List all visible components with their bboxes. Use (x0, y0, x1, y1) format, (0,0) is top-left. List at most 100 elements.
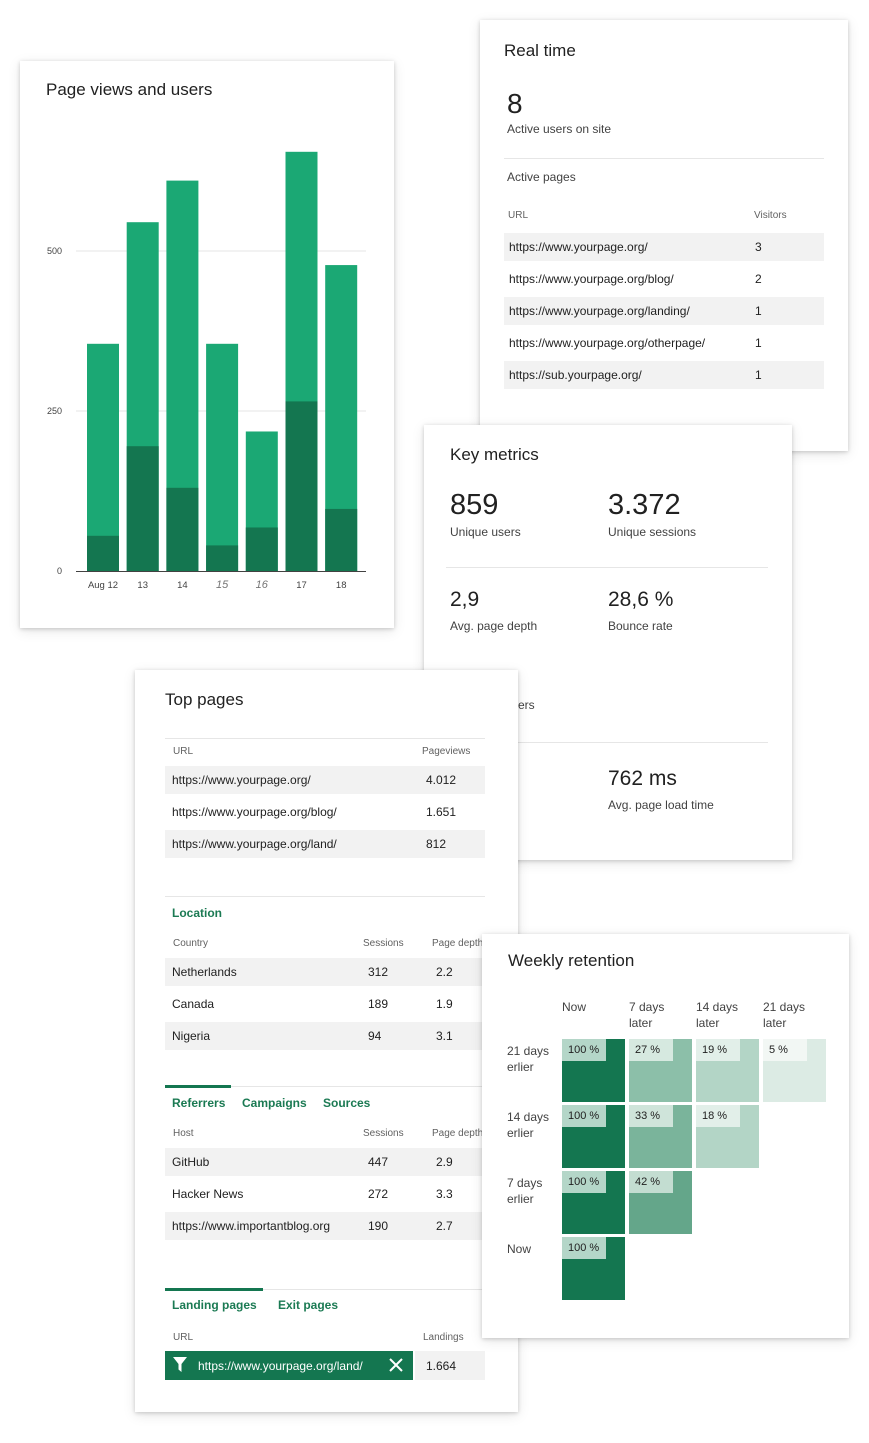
divider (504, 158, 824, 159)
row-country: Canada (172, 997, 215, 1011)
column-header: 21 days later (763, 1000, 806, 1030)
filter-icon (173, 1357, 187, 1378)
bar-users (126, 446, 159, 571)
realtime-card: Real time 8 Active users on site Active … (480, 20, 848, 451)
table-row[interactable]: GitHub 447 2.9 (165, 1148, 485, 1176)
retention-value: 27 % (629, 1039, 673, 1061)
row-depth: 1.9 (436, 997, 453, 1011)
row-url: https://www.yourpage.org/land/ (172, 837, 337, 851)
page-depth-value: 2,9 (450, 588, 480, 611)
table-row[interactable]: https://www.yourpage.org/blog/ 2 (504, 265, 824, 293)
col-pageviews-header: Pageviews (422, 746, 471, 757)
bar-pageviews (206, 343, 239, 571)
close-icon[interactable] (389, 1358, 403, 1377)
table-row[interactable]: https://www.yourpage.org/ 3 (504, 233, 824, 261)
col-sessions-header: Sessions (363, 1128, 404, 1139)
filter-url: https://www.yourpage.org/land/ (198, 1359, 363, 1373)
table-row[interactable]: Nigeria 94 3.1 (165, 1022, 485, 1050)
partial-label: ers (518, 698, 535, 712)
retention-cell[interactable]: 42 % (629, 1171, 692, 1234)
row-url: https://www.yourpage.org/blog/ (509, 272, 674, 286)
row-views: 4.012 (426, 773, 457, 787)
row-sessions: 190 (368, 1219, 389, 1233)
tab-location[interactable]: Location (172, 906, 222, 920)
active-users-label: Active users on site (507, 122, 612, 136)
tab-campaigns[interactable]: Campaigns (242, 1096, 307, 1110)
unique-sessions-label: Unique sessions (608, 525, 697, 539)
table-row[interactable]: https://www.yourpage.org/otherpage/ 1 (504, 329, 824, 357)
bar-pageviews (87, 343, 119, 571)
retention-value: 100 % (562, 1105, 606, 1127)
retention-value: 18 % (696, 1105, 740, 1127)
row-url: https://www.yourpage.org/ (172, 773, 311, 787)
col-visitors-header: Visitors (754, 210, 787, 221)
row-url: https://www.yourpage.org/landing/ (509, 304, 690, 318)
row-url: https://www.yourpage.org/blog/ (172, 805, 337, 819)
col-sessions-header: Sessions (363, 938, 404, 949)
toppages-title: Top pages (165, 690, 244, 709)
column-header: 14 days later (696, 1000, 739, 1030)
table-row[interactable]: Netherlands 312 2.2 (165, 958, 485, 986)
bar-users (245, 527, 278, 571)
row-views: 812 (426, 837, 447, 851)
tab-exit-pages[interactable]: Exit pages (278, 1298, 339, 1312)
active-filter-row[interactable]: https://www.yourpage.org/land/ (165, 1351, 413, 1380)
y-tick-label: 500 (47, 246, 62, 256)
row-sessions: 272 (368, 1187, 389, 1201)
table-row[interactable]: https://sub.yourpage.org/ 1 (504, 361, 824, 389)
row-country: Nigeria (172, 1029, 211, 1043)
table-row[interactable]: https://www.yourpage.org/blog/ 1.651 (165, 798, 485, 826)
retention-cell[interactable]: 100 % (562, 1237, 625, 1300)
keymetrics-title: Key metrics (450, 445, 539, 464)
retention-value: 100 % (562, 1171, 606, 1193)
table-row[interactable]: https://www.yourpage.org/landing/ 1 (504, 297, 824, 325)
toppages-card: Top pages URL Pageviews https://www.your… (135, 670, 518, 1412)
row-url: https://sub.yourpage.org/ (509, 368, 642, 382)
divider (165, 1289, 485, 1290)
row-country: Netherlands (172, 965, 237, 979)
tab-sources[interactable]: Sources (323, 1096, 371, 1110)
retention-value: 19 % (696, 1039, 740, 1061)
bounce-rate-value: 28,6 % (608, 588, 674, 611)
retention-cell[interactable]: 27 % (629, 1039, 692, 1102)
retention-cell[interactable]: 100 % (562, 1171, 625, 1234)
x-tick-label: 16 (256, 579, 269, 591)
col-depth-header: Page depth (432, 938, 484, 949)
retention-cell[interactable]: 33 % (629, 1105, 692, 1168)
table-row[interactable]: https://www.yourpage.org/ 4.012 (165, 766, 485, 794)
row-header: 7 days erlier (507, 1176, 543, 1206)
row-sessions: 189 (368, 997, 389, 1011)
row-depth: 2.9 (436, 1155, 453, 1169)
retention-value: 42 % (629, 1171, 673, 1193)
col-url-header: URL (173, 746, 194, 757)
table-row[interactable]: https://www.yourpage.org/land/ 812 (165, 830, 485, 858)
retention-cell[interactable]: 100 % (562, 1039, 625, 1102)
active-pages-label: Active pages (507, 170, 576, 184)
filter-landings-cell: 1.664 (415, 1351, 485, 1380)
active-tab-indicator (165, 1085, 231, 1088)
tab-landing-pages[interactable]: Landing pages (172, 1298, 257, 1312)
x-tick-label: 13 (137, 580, 148, 591)
table-row[interactable]: https://www.importantblog.org 190 2.7 (165, 1212, 485, 1240)
retention-cell[interactable]: 100 % (562, 1105, 625, 1168)
row-depth: 2.2 (436, 965, 453, 979)
pageviews-chart: 0 250 500 Aug 12 13 14 15 16 17 18 (47, 151, 366, 591)
row-visitors: 3 (755, 240, 762, 254)
retention-cell[interactable]: 19 % (696, 1039, 759, 1102)
table-row[interactable]: Canada 189 1.9 (165, 990, 485, 1018)
retention-value: 33 % (629, 1105, 673, 1127)
divider (165, 896, 485, 897)
unique-sessions-value: 3.372 (608, 489, 681, 521)
col-host-header: Host (173, 1128, 194, 1139)
pageviews-title: Page views and users (46, 80, 213, 99)
row-depth: 3.3 (436, 1187, 453, 1201)
retention-cell[interactable]: 5 % (763, 1039, 826, 1102)
divider (165, 738, 485, 739)
table-row[interactable]: Hacker News 272 3.3 (165, 1180, 485, 1208)
x-tick-label: 18 (336, 580, 347, 591)
tab-referrers[interactable]: Referrers (172, 1096, 226, 1110)
page-depth-label: Avg. page depth (450, 619, 538, 633)
row-host: GitHub (172, 1155, 210, 1169)
retention-cell[interactable]: 18 % (696, 1105, 759, 1168)
retention-card: Weekly retention Now 7 days later 14 day… (482, 934, 849, 1338)
